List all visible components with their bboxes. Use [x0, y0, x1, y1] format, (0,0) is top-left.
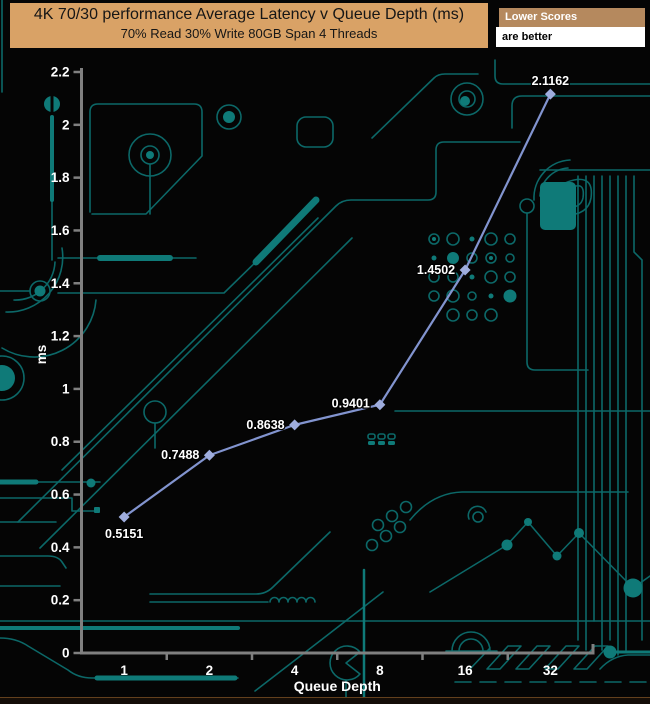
data-point-marker	[459, 264, 471, 276]
data-point-label: 0.5151	[105, 527, 143, 541]
legend-header: Lower Scores	[499, 8, 645, 27]
y-tick-label: 1.8	[51, 170, 70, 185]
legend-note: are better	[496, 27, 645, 47]
data-point-label: 0.8638	[246, 418, 284, 432]
data-point-label: 0.7488	[161, 448, 199, 462]
x-tick-label: 1	[120, 663, 128, 678]
y-tick-label: 0.4	[51, 540, 70, 555]
y-tick-label: 0.2	[51, 593, 70, 608]
chart-subtitle: 70% Read 30% Write 80GB Span 4 Threads	[120, 26, 378, 41]
capacitor-slit	[50, 95, 54, 113]
x-axis-title: Queue Depth	[294, 678, 381, 694]
data-point-marker	[544, 88, 556, 100]
chart-title: 4K 70/30 performance Average Latency v Q…	[33, 6, 465, 23]
y-tick-label: 0.8	[51, 434, 70, 449]
y-tick-label: 0	[62, 646, 70, 661]
y-tick-label: 1.4	[51, 276, 70, 291]
chart-title-bar: 4K 70/30 performance Average Latency v Q…	[10, 3, 488, 48]
x-tick-label: 32	[543, 663, 558, 678]
data-point-label: 2.1162	[532, 74, 570, 88]
data-point-label: 0.9401	[332, 397, 370, 411]
data-point-marker	[118, 511, 130, 523]
x-tick-label: 8	[376, 663, 384, 678]
x-tick-label: 2	[206, 663, 214, 678]
data-point-marker	[203, 449, 215, 461]
y-tick-label: 2	[62, 117, 70, 132]
y-tick-label: 1.2	[51, 329, 70, 344]
latency-line	[123, 93, 552, 518]
data-point-marker	[374, 399, 386, 411]
data-point-marker	[289, 419, 301, 431]
y-tick-label: 2.2	[51, 65, 70, 80]
x-tick-label: 4	[291, 663, 299, 678]
y-tick-label: 1	[62, 381, 70, 396]
x-tick-label: 16	[458, 663, 474, 678]
data-point-label: 1.4502	[417, 263, 455, 277]
bottom-border-strip	[0, 697, 650, 704]
y-tick-label: 1.6	[51, 223, 70, 238]
y-tick-label: 0.6	[51, 487, 70, 502]
y-axis-title: ms	[34, 345, 49, 365]
